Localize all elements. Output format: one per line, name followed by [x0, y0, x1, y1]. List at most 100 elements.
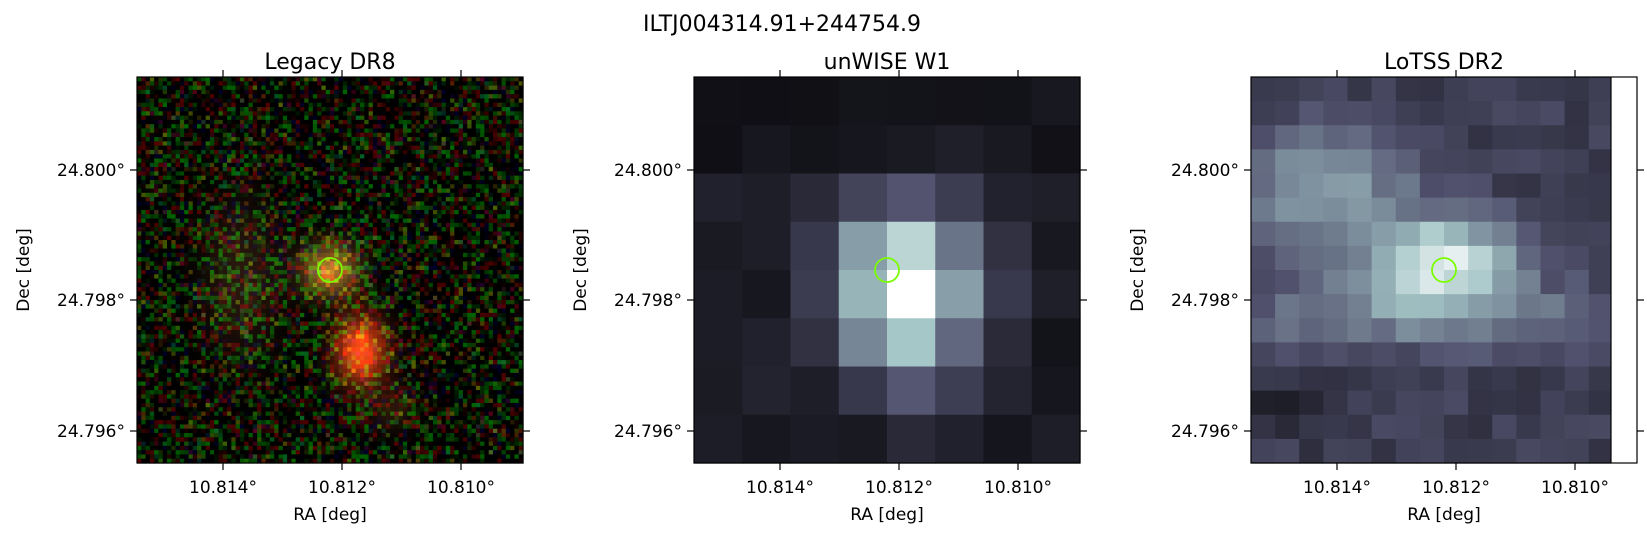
image-pixel	[437, 98, 443, 104]
image-pixel	[428, 154, 434, 160]
image-pixel	[475, 175, 481, 181]
image-pixel	[372, 102, 378, 108]
image-pixel	[377, 261, 383, 267]
image-pixel	[295, 107, 301, 112]
image-pixel	[317, 162, 323, 168]
image-pixel	[398, 308, 404, 314]
image-pixel	[377, 278, 383, 284]
image-pixel	[377, 248, 383, 254]
image-pixel	[218, 188, 224, 194]
image-pixel	[381, 115, 387, 121]
image-pixel	[317, 111, 323, 117]
image-pixel	[415, 197, 421, 202]
image-pixel	[265, 137, 271, 142]
image-pixel	[175, 257, 181, 263]
image-pixel	[402, 179, 408, 185]
image-pixel	[295, 257, 301, 263]
image-pixel	[454, 282, 460, 288]
image-pixel	[501, 89, 507, 95]
image-pixel	[325, 261, 331, 267]
image-pixel	[171, 291, 177, 297]
image-pixel	[377, 274, 383, 280]
image-pixel	[428, 295, 434, 301]
image-pixel	[398, 287, 404, 293]
image-pixel	[394, 192, 400, 198]
image-pixel	[209, 128, 215, 134]
image-pixel	[501, 162, 507, 168]
image-pixel	[231, 167, 237, 172]
image-pixel	[192, 312, 198, 318]
image-pixel	[209, 218, 215, 224]
image-pixel	[231, 231, 237, 237]
image-pixel	[269, 141, 275, 147]
image-pixel	[179, 214, 185, 220]
image-pixel	[214, 179, 220, 185]
image-pixel	[149, 192, 155, 198]
image-pixel	[308, 244, 314, 250]
image-pixel	[304, 270, 310, 275]
image-pixel	[244, 94, 250, 100]
image-pixel	[355, 115, 361, 121]
image-pixel	[257, 205, 262, 211]
image-pixel	[269, 227, 275, 232]
image-pixel	[235, 218, 241, 224]
image-pixel	[201, 85, 207, 91]
image-pixel	[394, 282, 400, 288]
image-pixel	[214, 239, 220, 245]
image-pixel	[450, 235, 455, 241]
image-pixel	[342, 124, 348, 130]
image-pixel	[342, 154, 348, 160]
image-pixel	[480, 248, 485, 254]
image-pixel	[291, 188, 297, 194]
image-pixel	[188, 111, 194, 117]
image-pixel	[235, 197, 241, 202]
image-pixel	[385, 300, 391, 305]
image-pixel	[445, 270, 451, 275]
image-pixel	[377, 107, 383, 112]
image-pixel	[137, 89, 142, 95]
image-pixel	[347, 304, 353, 310]
image-pixel	[471, 261, 477, 267]
image-pixel	[402, 244, 408, 250]
image-pixel	[488, 209, 494, 215]
image-pixel	[462, 111, 468, 117]
image-pixel	[467, 111, 473, 117]
image-pixel	[287, 149, 292, 155]
image-pixel	[450, 201, 455, 207]
image-pixel	[428, 192, 434, 198]
image-pixel	[462, 209, 468, 215]
image-pixel	[287, 231, 292, 237]
image-pixel	[342, 81, 348, 87]
image-pixel	[149, 235, 155, 241]
image-pixel	[214, 124, 220, 130]
image-pixel	[145, 119, 151, 125]
image-pixel	[179, 167, 185, 172]
image-pixel	[454, 85, 460, 91]
image-pixel	[252, 179, 258, 185]
image-pixel	[184, 184, 190, 190]
image-pixel	[497, 188, 503, 194]
image-pixel	[214, 85, 220, 91]
image-pixel	[171, 81, 177, 87]
image-pixel	[239, 107, 245, 112]
image-pixel	[394, 261, 400, 267]
image-pixel	[252, 282, 258, 288]
image-pixel	[317, 154, 323, 160]
image-pixel	[184, 141, 190, 147]
image-pixel	[518, 209, 524, 215]
image-pixel	[454, 167, 460, 172]
image-pixel	[222, 119, 228, 125]
image-pixel	[235, 184, 241, 190]
image-pixel	[372, 270, 378, 275]
image-pixel	[222, 270, 228, 275]
image-pixel	[295, 209, 301, 215]
image-pixel	[197, 192, 202, 198]
image-pixel	[137, 278, 142, 284]
image-pixel	[205, 188, 211, 194]
image-pixel	[158, 257, 164, 263]
image-pixel	[299, 119, 305, 125]
image-pixel	[364, 300, 370, 305]
image-pixel	[321, 124, 327, 130]
image-pixel	[441, 282, 447, 288]
image-pixel	[338, 158, 344, 164]
